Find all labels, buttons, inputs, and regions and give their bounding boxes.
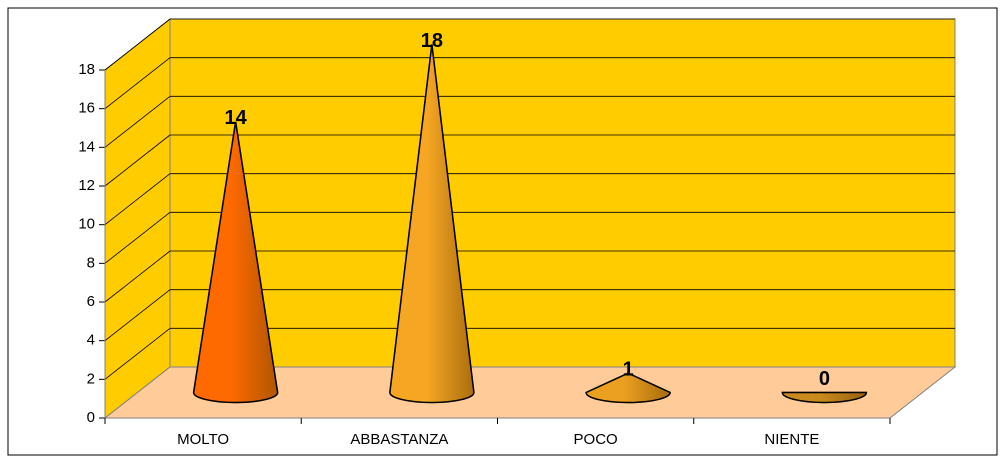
x-tick-label: MOLTO	[177, 431, 229, 448]
grid-line	[104, 173, 171, 225]
x-tick-label: ABBASTANZA	[350, 431, 448, 448]
y-tick-label: 4	[87, 332, 95, 349]
grid-line	[104, 18, 171, 71]
x-tick-label: NIENTE	[764, 431, 819, 448]
y-tick-label: 16	[78, 100, 95, 117]
grid-line	[104, 212, 171, 264]
cone-shade	[781, 391, 868, 404]
x-tick-label: POCO	[574, 431, 618, 448]
data-label: 14	[225, 107, 248, 129]
y-tick-label: 0	[87, 409, 95, 426]
cone-shade	[389, 44, 475, 404]
y-tick-label: 2	[87, 370, 95, 387]
side-wall	[104, 17, 171, 420]
grid-line	[104, 289, 171, 341]
back-wall	[169, 18, 956, 368]
grid-line	[104, 96, 171, 148]
data-label: 18	[421, 30, 443, 52]
y-tick-label: 10	[78, 216, 95, 233]
y-tick-label: 12	[78, 177, 95, 194]
grid-line	[104, 134, 171, 187]
cone-shade	[585, 372, 671, 404]
cone-shade	[192, 121, 279, 404]
y-tick-label: 8	[87, 254, 95, 271]
grid-line	[104, 328, 171, 380]
data-label: 1	[623, 358, 634, 380]
y-tick-label: 14	[78, 138, 95, 155]
y-tick-label: 18	[78, 61, 95, 78]
y-tick-label: 6	[87, 293, 95, 310]
data-label: 0	[819, 368, 830, 390]
grid-line	[104, 250, 171, 303]
grid-line	[104, 57, 171, 109]
